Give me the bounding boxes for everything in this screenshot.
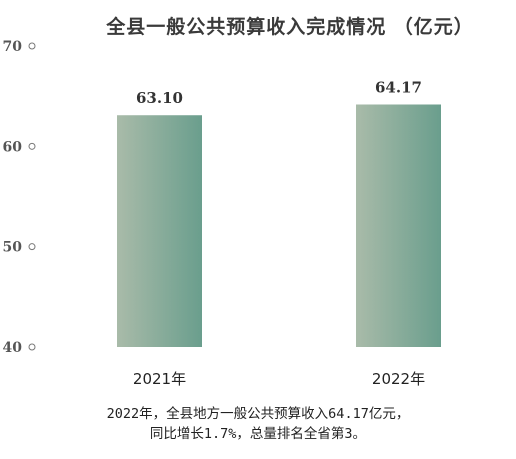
footnote-line-2: 同比增长1.7%，总量排名全省第3。 — [149, 426, 367, 442]
y-tick-mark — [28, 343, 36, 351]
footnote-line-1: 2022年，全县地方一般公共预算收入64.17亿元， — [106, 406, 410, 422]
y-axis: 40 50 60 70 — [3, 39, 36, 356]
chart-title: 全县一般公共预算收入完成情况 （亿元） — [105, 15, 474, 38]
bar-2021年 — [117, 115, 202, 347]
y-tick-mark — [28, 42, 36, 50]
bars: 63.10 64.17 — [117, 78, 441, 348]
bar-value-label: 64.17 — [375, 78, 422, 96]
y-tick-label: 40 — [3, 340, 23, 356]
y-tick-label: 60 — [3, 139, 23, 155]
bar-value-label: 63.10 — [136, 89, 183, 107]
y-tick-mark — [28, 243, 36, 251]
y-tick-label: 70 — [3, 39, 23, 55]
x-axis: 2021年 2022年 — [133, 370, 425, 388]
bar-2022年 — [356, 104, 441, 348]
x-category-label: 2021年 — [133, 370, 186, 388]
y-tick-mark — [28, 142, 36, 150]
x-category-label: 2022年 — [372, 370, 425, 388]
footnote: 2022年，全县地方一般公共预算收入64.17亿元， 同比增长1.7%，总量排名… — [0, 404, 516, 444]
y-tick-label: 50 — [3, 240, 23, 256]
